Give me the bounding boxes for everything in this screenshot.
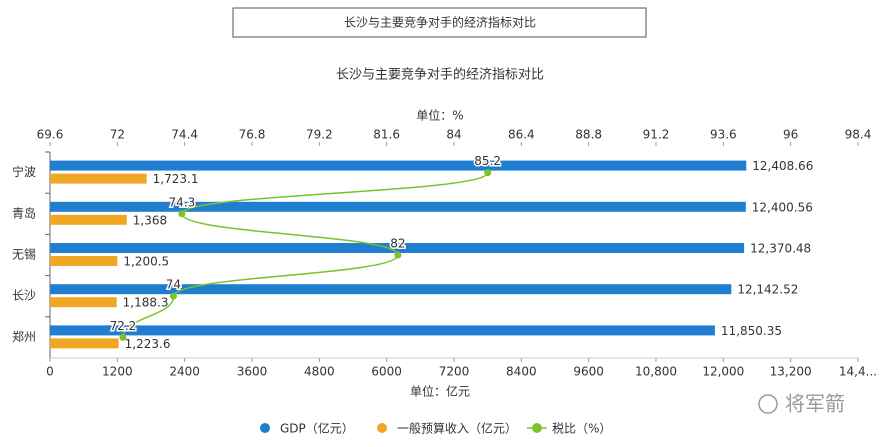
bar-value-label: 1,200.5: [123, 255, 169, 269]
bar: [50, 160, 747, 171]
legend-swatch: [260, 423, 270, 433]
x2-tick-label: 93.6: [710, 128, 737, 142]
bar-value-label: 12,400.56: [752, 200, 813, 214]
line-value-label: 82: [390, 237, 405, 251]
x2-tick-label: 96: [783, 128, 798, 142]
bar-value-label: 1,223.6: [125, 337, 171, 351]
x2-tick-label: 86.4: [508, 128, 535, 142]
x-tick-label: 10,800: [635, 365, 677, 379]
line-value-label: 74.3: [169, 195, 196, 209]
x-tick-label: 14,4...: [839, 365, 877, 379]
legend-label: 税比（%）: [552, 422, 611, 436]
bar-value-label: 12,142.52: [737, 283, 798, 297]
y-tick-label: 宁波: [12, 164, 36, 179]
x2-tick-label: 81.6: [373, 128, 400, 142]
x2-tick-label: 76.8: [239, 128, 266, 142]
y-tick-label: 青岛: [12, 205, 36, 220]
bar: [50, 297, 117, 308]
bar: [50, 284, 732, 295]
line-point: [484, 169, 492, 177]
x2-tick-label: 84: [446, 128, 461, 142]
header-box: [232, 7, 647, 38]
x2-tick-label: 69.6: [37, 128, 64, 142]
x2-tick-label: 79.2: [306, 128, 333, 142]
watermark-icon: [758, 394, 778, 414]
bar-value-label: 12,408.66: [752, 159, 813, 173]
x-tick-label: 4800: [304, 365, 335, 379]
x-tick-label: 8400: [506, 365, 537, 379]
x2-axis-label: 单位：%: [416, 108, 463, 123]
bar: [50, 243, 745, 253]
legend-label: 一般预算收入（亿元）: [397, 421, 517, 436]
bar: [50, 201, 746, 212]
x-tick-label: 13,200: [770, 365, 812, 379]
x-tick-label: 7200: [439, 365, 470, 379]
x-tick-label: 6000: [371, 365, 402, 379]
x-tick-label: 2400: [169, 365, 200, 379]
x-tick-label: 3600: [237, 365, 268, 379]
legend-label: GDP（亿元）: [280, 421, 354, 436]
x2-tick-label: 91.2: [643, 128, 670, 142]
bar: [50, 173, 147, 184]
y-tick-label: 长沙: [12, 289, 36, 303]
x-tick-label: 9600: [573, 365, 604, 379]
bar-value-label: 1,368: [133, 213, 167, 227]
legend-swatch: [377, 423, 387, 433]
x2-tick-label: 88.8: [575, 128, 602, 142]
bar-value-label: 1,188.3: [123, 296, 169, 310]
line-point: [394, 251, 402, 259]
line-value-label: 72.2: [110, 319, 137, 333]
bar: [50, 214, 127, 225]
bar-value-label: 1,723.1: [153, 172, 199, 186]
header-title: 长沙与主要竞争对手的经济指标对比: [344, 15, 536, 30]
x-tick-label: 1200: [102, 365, 133, 379]
bar-value-label: 12,370.48: [750, 242, 811, 256]
line-point: [169, 292, 177, 300]
line-point: [178, 210, 186, 218]
legend-swatch: [532, 423, 542, 433]
watermark: 将军箭: [758, 392, 845, 416]
x2-tick-label: 98.4: [845, 128, 872, 142]
line-point: [119, 333, 127, 341]
x2-tick-label: 72: [110, 128, 125, 142]
watermark-text: 将军箭: [785, 392, 845, 416]
line-value-label: 85.2: [474, 154, 501, 168]
x-tick-label: 12,000: [702, 365, 744, 379]
line-value-label: 74: [166, 278, 181, 292]
chart-title: 长沙与主要竞争对手的经济指标对比: [336, 67, 544, 83]
y-tick-label: 郑州: [12, 329, 36, 344]
bar: [50, 256, 118, 266]
x2-tick-label: 74.4: [171, 128, 198, 142]
bar: [50, 338, 119, 349]
x-tick-label: 0: [46, 365, 54, 379]
bar: [50, 325, 715, 336]
y-tick-label: 无锡: [12, 247, 36, 262]
bar-value-label: 11,850.35: [721, 324, 782, 338]
x-axis-label: 单位：亿元: [410, 384, 470, 399]
